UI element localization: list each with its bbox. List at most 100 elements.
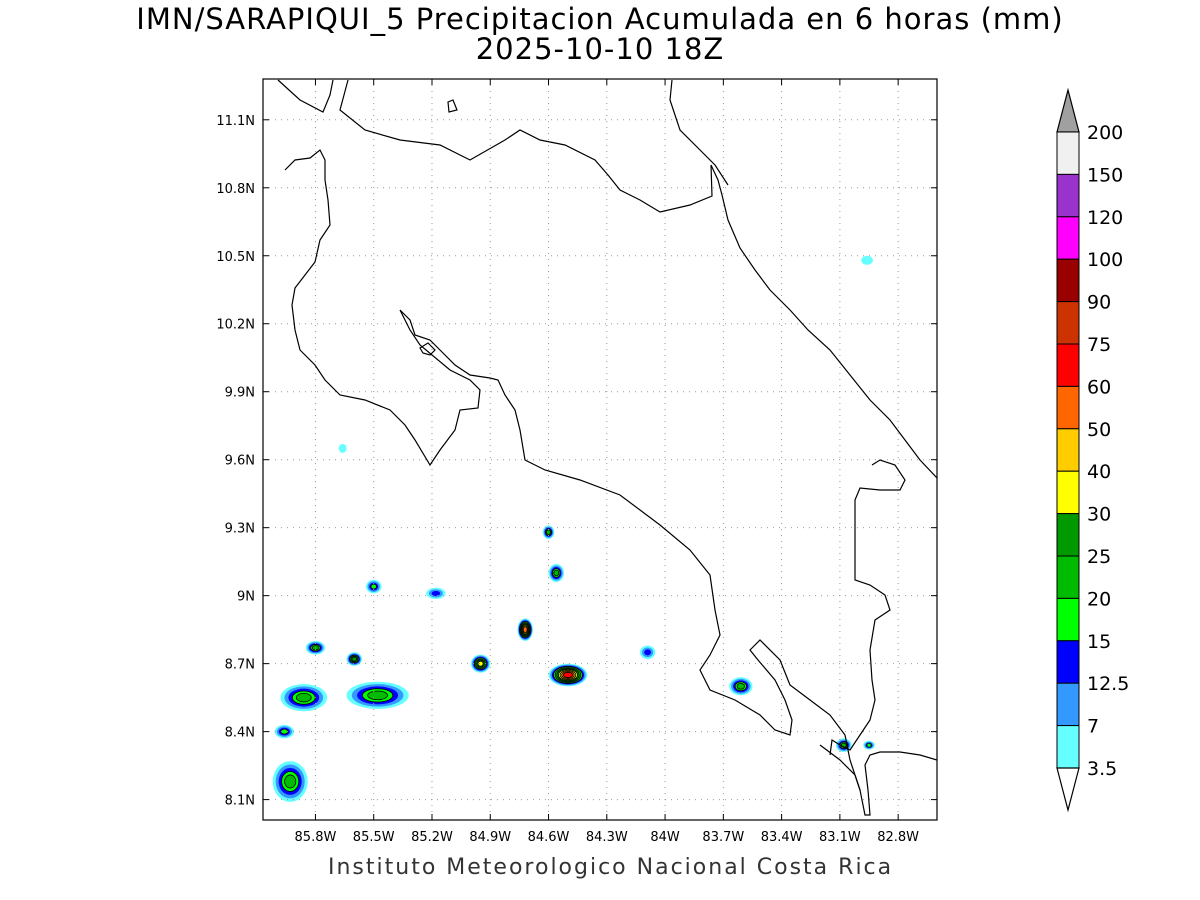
colorbar-level-label: 90 [1087,292,1111,314]
lon-tick-label: 85.5W [353,830,395,845]
rain-cell [305,640,326,655]
rain-cell [272,761,308,802]
colorbar-level-label: 25 [1087,546,1111,568]
rain-cell [729,677,753,696]
colorbar-bottom-arrow [1056,767,1080,813]
lon-tick-label: 83.1W [819,830,861,845]
colorbar-level-label: 15 [1087,631,1111,653]
rain-cell [863,740,875,750]
rain-contour [431,590,441,596]
colorbar-swatch [1056,301,1080,345]
rain-cell [346,652,363,666]
lat-tick-label: 8.4N [225,726,255,741]
colorbar-level-label: 120 [1087,207,1123,229]
rain-cell [338,443,347,453]
rain-cell [639,645,656,660]
colorbar-legend: 200 150 120 100 90 75 60 50 40 30 25 20 15 12.5 7 3.5 [1056,87,1129,813]
colorbar-swatch [1056,173,1080,218]
colorbar-level-label: 12.5 [1087,673,1129,695]
peninsula-burica [819,744,861,791]
rain-contour [562,671,573,679]
rain-cell [517,618,533,641]
rain-cell [274,724,295,739]
colorbar-level-label: 200 [1087,122,1123,144]
rain-contour [284,774,297,789]
lat-tick-label: 9.6N [225,454,255,469]
rain-contour [370,583,377,590]
colorbar-swatch [1056,597,1080,642]
colorbar-swatch [1056,131,1080,175]
lat-tick-label: 9N [237,590,255,605]
coastline-caribbean-top [669,79,729,186]
lat-tick-label: 10.8N [216,182,255,197]
colorbar-level-label: 100 [1087,249,1123,271]
coastline-north [277,79,937,479]
colorbar-swatch [1056,555,1080,599]
colorbar-level-label: 7 [1087,716,1099,738]
footer-credit: Instituto Meteorologico Nacional Costa R… [328,855,894,880]
lat-tick-label: 10.2N [216,318,255,333]
rain-contour [522,626,528,633]
rain-cell [470,654,491,673]
plot-frame [262,78,938,821]
lon-tick-label: 84W [650,830,680,845]
rain-contour [861,255,873,265]
lat-tick-label: 8.1N [225,794,255,809]
lat-tick-label: 10.5N [216,250,255,265]
rain-cell [861,255,873,265]
rain-contour [736,683,745,690]
gridlines [263,79,937,820]
lon-tick-label: 82.8W [877,830,919,845]
lon-tick-label: 85.2W [411,830,453,845]
rain-cell [346,681,409,709]
rain-cell [548,563,565,583]
map-title: IMN/SARAPIQUI_5 Precipitacion Acumulada … [136,2,1064,36]
colorbar-swatch [1056,258,1080,303]
colorbar-level-label: 150 [1087,164,1123,186]
axis-labels: 11.1N 10.8N 10.5N 10.2N 9.9N 9.6N 9.3N 9N 8.7N 8.… [216,114,919,845]
lon-tick-label: 83.7W [702,830,744,845]
lat-tick-label: 9.9N [225,386,255,401]
precipitation-layer [272,255,875,802]
rain-cell [548,663,588,687]
lon-tick-label: 84.6W [528,830,570,845]
rain-contour [477,660,484,667]
coastline-pacific-west [284,149,937,816]
colorbar-level-label: 20 [1087,588,1111,610]
lon-tick-label: 84.3W [586,830,628,845]
rain-cell [426,587,446,600]
rain-contour [866,742,872,748]
colorbar-top-arrow [1056,87,1080,133]
colorbar-swatch [1056,385,1080,430]
colorbar-swatch [1056,216,1080,260]
rain-contour [338,443,347,453]
rain-contour [295,692,312,703]
colorbar-swatch [1056,682,1080,727]
map-subtitle: 2025-10-10 18Z [475,32,725,66]
colorbar-swatch [1056,428,1080,472]
border-panama [829,459,906,756]
lon-tick-label: 83.4W [761,830,803,845]
rain-cell [280,684,328,712]
colorbar-swatch [1056,513,1080,557]
colorbar-level-label: 60 [1087,376,1111,398]
rain-contour [644,649,651,656]
colorbar-level-label: 50 [1087,419,1111,441]
rain-cell [542,525,555,540]
colorbar-level-label: 75 [1087,334,1111,356]
colorbar-level-label: 30 [1087,504,1111,526]
colorbar-swatch [1056,640,1080,684]
island-lake [419,342,436,356]
colorbar-swatch [1056,343,1080,387]
coastline-layer [277,79,937,816]
lon-tick-label: 84.9W [469,830,511,845]
lon-tick-label: 85.8W [295,830,337,845]
lat-tick-label: 8.7N [225,658,255,673]
colorbar-swatch [1056,725,1080,769]
rain-contour [553,569,560,577]
colorbar-swatch [1056,470,1080,515]
rain-contour [546,529,551,535]
colorbar-level-label: 40 [1087,461,1111,483]
rain-contour [351,656,357,662]
rain-contour [367,690,388,701]
